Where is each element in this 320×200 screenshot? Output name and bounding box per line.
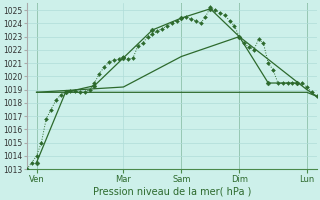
X-axis label: Pression niveau de la mer( hPa ): Pression niveau de la mer( hPa ) [92, 187, 251, 197]
